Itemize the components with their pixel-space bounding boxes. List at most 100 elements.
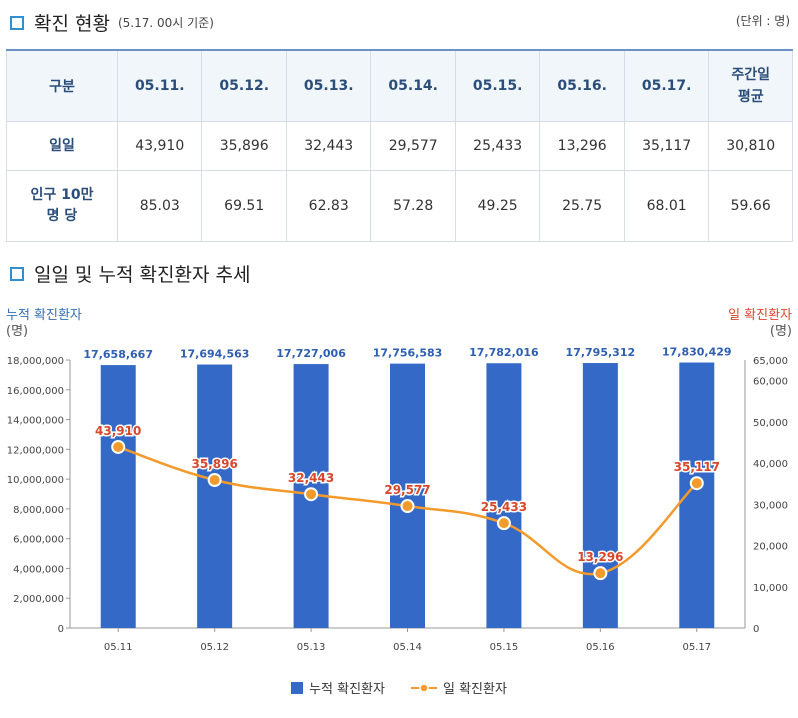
table-row: 일일 43,910 35,896 32,443 29,577 25,433 13…	[6, 121, 793, 171]
table-cell: 57.28	[370, 170, 456, 242]
table-cell: 59.66	[708, 170, 793, 242]
bar-cumulative	[100, 365, 136, 628]
bar-value-label: 17,756,583	[373, 347, 443, 360]
legend-label: 일 확진환자	[442, 682, 507, 697]
x-tick-label: 05.12	[200, 642, 229, 653]
table-row: 인구 10만 명 당 85.03 69.51 62.83 57.28 49.25…	[6, 170, 793, 242]
section-trend-title: 일일 및 누적 확진환자 추세	[34, 264, 251, 286]
left-axis-title: 누적 확진환자 (명)	[6, 308, 82, 340]
table-cell: 68.01	[623, 170, 710, 242]
table-cell: 49.25	[454, 170, 541, 242]
x-tick-label: 05.17	[682, 642, 711, 653]
left-tick-label: 16,000,000	[7, 386, 64, 397]
daily-point	[496, 516, 511, 531]
table-col-header: 05.14.	[370, 49, 456, 122]
left-tick-label: 6,000,000	[13, 535, 64, 546]
left-tick-label: 10,000,000	[7, 475, 64, 486]
bar-value-label: 17,658,667	[83, 348, 153, 361]
left-tick-label: 8,000,000	[13, 505, 64, 516]
table-col-header: 05.16.	[539, 49, 625, 122]
right-tick-label: 0	[753, 624, 759, 635]
daily-point	[689, 476, 704, 491]
x-tick-label: 05.14	[393, 642, 422, 653]
x-tick-label: 05.16	[586, 642, 615, 653]
right-tick-label: 20,000	[753, 542, 788, 553]
bar-cumulative	[197, 364, 233, 628]
table-col-header: 05.12.	[201, 49, 287, 122]
table-corner-header: 구분	[6, 49, 118, 122]
x-tick-label: 05.11	[104, 642, 133, 653]
section-trend-header: 일일 및 누적 확진환자 추세	[10, 260, 250, 287]
table-cell: 32,443	[285, 121, 372, 171]
table-cell: 43,910	[116, 121, 203, 171]
daily-value-label: 43,910	[95, 424, 141, 438]
bar-cumulative	[486, 363, 522, 628]
square-bullet-icon	[10, 266, 24, 281]
right-tick-label: 40,000	[753, 459, 788, 470]
table-cell: 30,810	[708, 121, 793, 171]
bar-value-label: 17,795,312	[566, 346, 636, 359]
legend-line-swatch	[410, 682, 437, 693]
daily-point	[304, 487, 319, 502]
left-axis-unit: (명)	[6, 324, 29, 339]
left-tick-label: 14,000,000	[7, 416, 64, 427]
legend-label: 누적 확진환자	[309, 682, 385, 697]
daily-value-label: 35,896	[191, 457, 237, 471]
legend-item-cumulative: 누적 확진환자	[291, 678, 385, 697]
chart-legend: 누적 확진환자 일 확진환자	[0, 678, 798, 697]
daily-value-label: 32,443	[288, 471, 334, 485]
right-tick-label: 30,000	[753, 500, 788, 511]
row-header-line2: 명 당	[46, 208, 78, 224]
table-cell: 35,896	[201, 121, 287, 171]
table-cell: 69.51	[201, 170, 287, 242]
right-axis-title: 일 확진환자 (명)	[728, 308, 792, 340]
daily-value-label: 35,117	[674, 460, 720, 474]
daily-value-label: 29,577	[384, 483, 430, 497]
table-col-header: 05.17.	[623, 49, 710, 122]
daily-value-label: 25,433	[481, 500, 527, 514]
table-cell: 29,577	[370, 121, 456, 171]
right-tick-label: 60,000	[753, 377, 788, 388]
table-cell: 25.75	[539, 170, 625, 242]
right-tick-label: 50,000	[753, 418, 788, 429]
left-tick-label: 2,000,000	[13, 594, 64, 605]
avg-header-line1: 주간일	[731, 66, 771, 83]
bar-value-label: 17,782,016	[469, 346, 539, 359]
bar-value-label: 17,727,006	[276, 347, 346, 360]
bar-value-label: 17,830,429	[662, 346, 732, 359]
table-col-header: 05.11.	[116, 49, 203, 122]
avg-header-line2: 평균	[737, 89, 764, 105]
table-header-row: 구분 05.11. 05.12. 05.13. 05.14. 05.15. 05…	[6, 49, 793, 122]
left-tick-label: 18,000,000	[7, 356, 64, 367]
section-status-note: (5.17. 00시 기준)	[117, 16, 214, 30]
bar-value-label: 17,694,563	[180, 348, 250, 361]
x-tick-label: 05.13	[297, 642, 326, 653]
row-header-line1: 인구 10만	[30, 187, 94, 203]
legend-item-daily: 일 확진환자	[410, 678, 507, 697]
left-tick-label: 4,000,000	[13, 564, 64, 575]
left-axis-title-line1: 누적 확진환자	[6, 308, 82, 323]
table-cell: 13,296	[539, 121, 625, 171]
legend-bar-swatch	[291, 681, 304, 694]
right-tick-label: 10,000	[753, 583, 788, 594]
right-axis-title-line1: 일 확진환자	[728, 308, 792, 323]
daily-point	[400, 499, 415, 514]
square-bullet-icon	[10, 15, 24, 30]
unit-label: (단위 : 명)	[735, 14, 790, 28]
right-tick-label: 65,000	[753, 356, 788, 367]
section-status-header: 확진 현황 (5.17. 00시 기준)	[10, 9, 214, 36]
bar-cumulative	[390, 363, 425, 628]
table-cell: 62.83	[285, 170, 372, 242]
daily-value-label: 13,296	[577, 550, 623, 564]
x-tick-label: 05.15	[490, 642, 519, 653]
bar-cumulative	[582, 363, 618, 628]
section-status-title: 확진 현황	[34, 13, 110, 35]
table-cell: 85.03	[116, 170, 203, 242]
status-table: 구분 05.11. 05.12. 05.13. 05.14. 05.15. 05…	[6, 49, 793, 242]
row-header-per100k: 인구 10만 명 당	[6, 170, 118, 242]
right-axis-unit: (명)	[769, 324, 792, 339]
daily-point	[207, 472, 222, 487]
left-tick-label: 0	[58, 624, 64, 635]
daily-point	[111, 439, 126, 454]
